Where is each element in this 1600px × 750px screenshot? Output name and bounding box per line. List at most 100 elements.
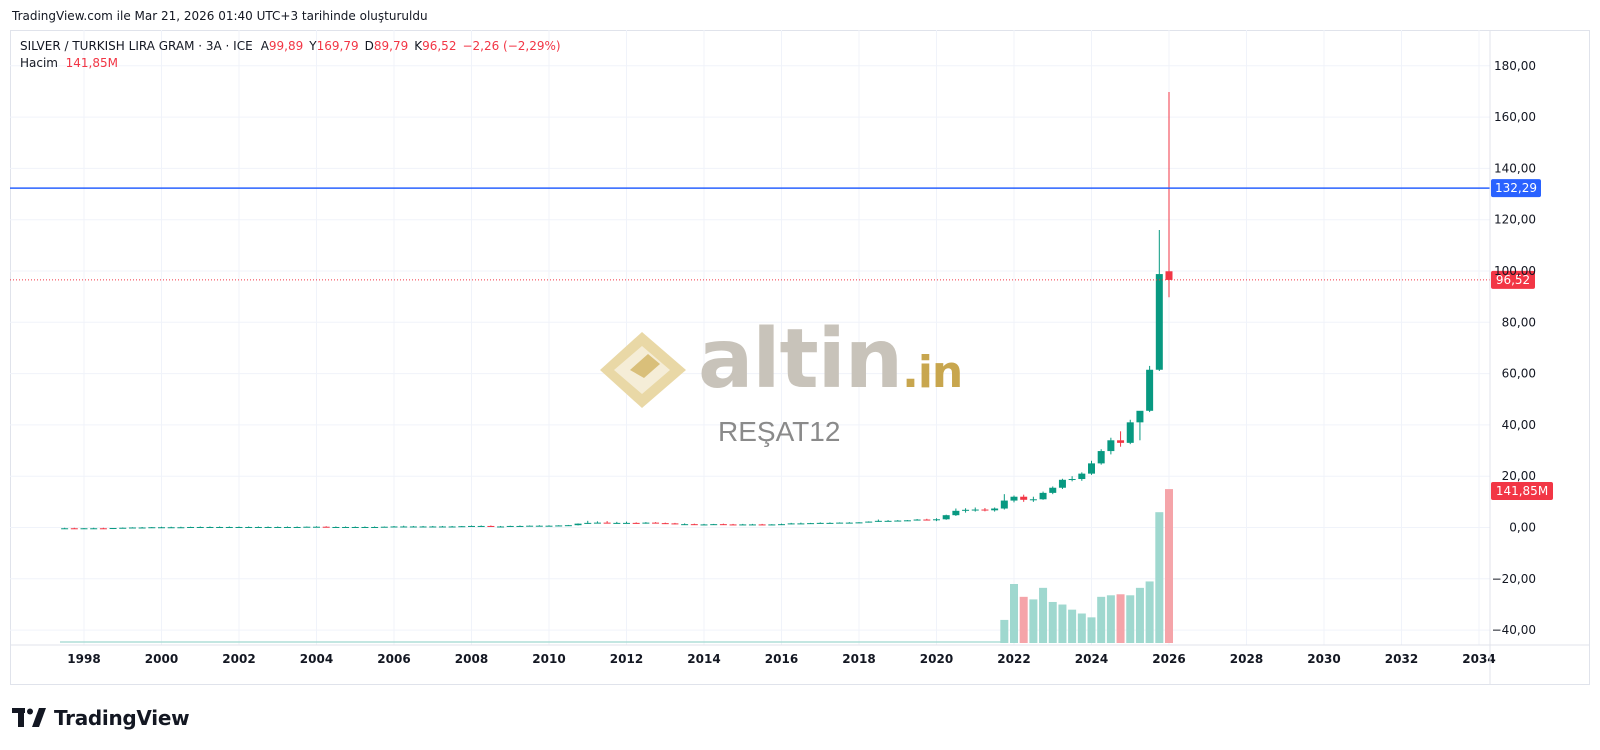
volume-bar bbox=[1155, 512, 1164, 643]
volume-bar bbox=[1010, 584, 1018, 643]
candle-body bbox=[1097, 451, 1105, 464]
x-tick-label: 2012 bbox=[610, 652, 643, 666]
candle-body bbox=[264, 526, 272, 528]
candle-body bbox=[797, 523, 805, 525]
candle-body bbox=[535, 525, 543, 527]
candle-body bbox=[409, 526, 417, 528]
candle-body bbox=[119, 527, 127, 529]
x-tick-label: 2010 bbox=[532, 652, 565, 666]
candle-body bbox=[632, 522, 640, 524]
candle-body bbox=[196, 526, 204, 528]
candle-body bbox=[865, 521, 873, 523]
candle-body bbox=[623, 522, 630, 524]
volume-bar bbox=[1077, 613, 1086, 643]
candle-body bbox=[787, 523, 795, 525]
candle-body bbox=[1078, 473, 1086, 480]
tradingview-logo[interactable]: TradingView bbox=[12, 706, 190, 730]
tradingview-logo-icon bbox=[12, 708, 46, 727]
candle-body bbox=[177, 527, 185, 529]
x-tick-label: 2034 bbox=[1462, 652, 1495, 666]
candle-body bbox=[458, 526, 466, 528]
candle-body bbox=[768, 524, 776, 526]
candle-body bbox=[70, 528, 78, 530]
candle-body bbox=[216, 526, 224, 528]
candle-body bbox=[1000, 500, 1008, 509]
symbol-label[interactable]: SILVER / TURKISH LIRA GRAM · 3A · ICE bbox=[20, 39, 253, 53]
x-tick-label: 2024 bbox=[1075, 652, 1108, 666]
candle-body bbox=[952, 510, 960, 516]
candle-body bbox=[884, 520, 892, 522]
y-tick-label: 180,00 bbox=[1494, 59, 1536, 73]
chart-legend: SILVER / TURKISH LIRA GRAM · 3A · ICE A99… bbox=[20, 38, 567, 72]
candle-body bbox=[61, 528, 69, 530]
x-tick-label: 1998 bbox=[67, 652, 100, 666]
candle-body bbox=[681, 524, 689, 526]
candle-body bbox=[719, 524, 727, 526]
candle-body bbox=[545, 525, 553, 527]
y-tick-label: −20,00 bbox=[1492, 572, 1536, 586]
candle-body bbox=[361, 526, 369, 528]
x-tick-label: 2032 bbox=[1385, 652, 1418, 666]
candle-body bbox=[748, 524, 756, 526]
horizontal-level-label: 132,29 bbox=[1495, 181, 1537, 195]
candle-body bbox=[874, 520, 882, 522]
volume-bar bbox=[1165, 489, 1173, 643]
high-label: Y bbox=[309, 39, 317, 53]
x-tick-label: 2020 bbox=[920, 652, 953, 666]
candle-body bbox=[923, 519, 931, 521]
volume-bar bbox=[1106, 595, 1115, 643]
candle-body bbox=[816, 522, 824, 524]
candle-body bbox=[894, 520, 902, 522]
candle-body bbox=[1146, 369, 1154, 411]
volume-label[interactable]: Hacim bbox=[20, 56, 58, 70]
open-value: 99,89 bbox=[268, 39, 304, 53]
candle-body bbox=[371, 526, 379, 528]
candle-body bbox=[322, 526, 330, 528]
candle-body bbox=[826, 522, 834, 524]
candle-body bbox=[1155, 274, 1163, 370]
y-tick-label: 80,00 bbox=[1502, 315, 1536, 329]
candle-body bbox=[516, 525, 524, 527]
candle-body bbox=[380, 526, 388, 528]
candle-body bbox=[351, 526, 359, 528]
price-lines: 132,29 96,52 141,85M bbox=[10, 179, 1553, 500]
y-tick-label: 100,00 bbox=[1494, 264, 1536, 278]
candle-body bbox=[342, 526, 350, 528]
candle-body bbox=[613, 522, 621, 524]
low-label: D bbox=[364, 39, 374, 53]
volume-value: 141,85M bbox=[65, 56, 118, 70]
x-tick-label: 2028 bbox=[1230, 652, 1263, 666]
candle-body bbox=[1010, 496, 1018, 501]
candle-body bbox=[971, 509, 979, 511]
close-label: K bbox=[414, 39, 423, 53]
candle-body bbox=[225, 526, 233, 528]
candle-body bbox=[593, 522, 601, 524]
y-tick-label: 160,00 bbox=[1494, 110, 1536, 124]
volume-bar bbox=[1019, 596, 1028, 643]
candle-body bbox=[700, 524, 708, 526]
candle-body bbox=[99, 528, 107, 530]
y-tick-label: 40,00 bbox=[1502, 418, 1536, 432]
candle-body bbox=[652, 522, 660, 524]
candle-body bbox=[1049, 487, 1057, 493]
candle-body bbox=[429, 526, 437, 528]
volume-bars bbox=[60, 489, 1173, 643]
y-tick-label: −40,00 bbox=[1492, 623, 1536, 637]
legend-volume-row: Hacim 141,85M bbox=[20, 55, 567, 72]
candle-body bbox=[584, 522, 592, 524]
candle-body bbox=[661, 523, 669, 525]
candle-body bbox=[487, 525, 495, 527]
low-value: 89,79 bbox=[373, 39, 409, 53]
chart-frame bbox=[10, 30, 1590, 685]
candle-body bbox=[283, 526, 291, 528]
candle-body bbox=[506, 525, 514, 527]
candle-body bbox=[555, 525, 563, 527]
candle-body bbox=[1029, 499, 1037, 501]
horizontal-level-tag bbox=[1491, 179, 1541, 198]
volume-bar bbox=[1058, 604, 1067, 643]
candle-body bbox=[807, 523, 815, 525]
candle-body bbox=[90, 528, 98, 530]
candle-body bbox=[1088, 463, 1095, 474]
candle-body bbox=[690, 524, 698, 526]
